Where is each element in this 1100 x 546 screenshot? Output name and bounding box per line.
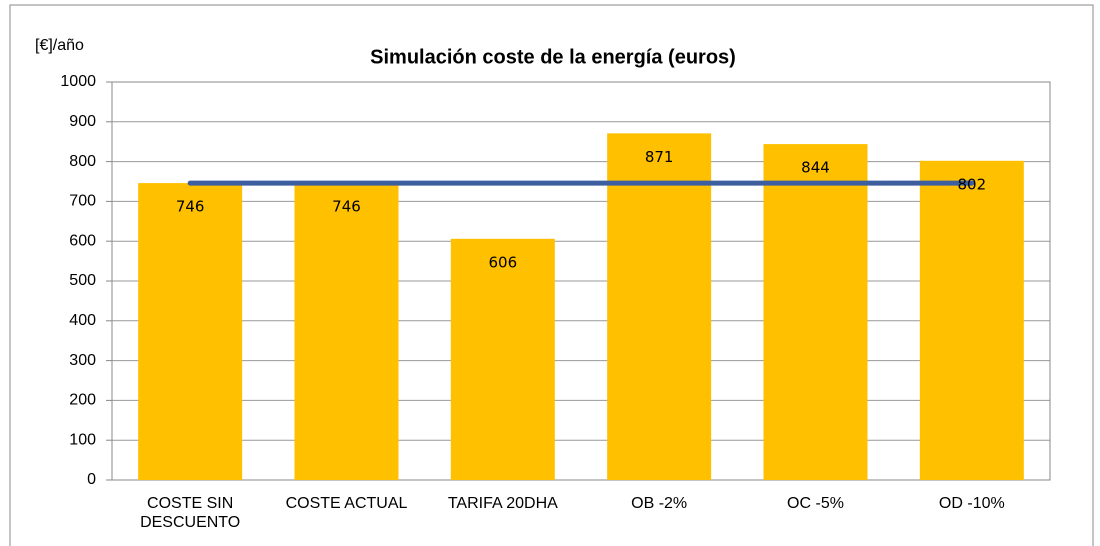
x-tick-label: OB -2%	[631, 495, 688, 512]
bar	[607, 133, 712, 481]
y-tick-label: 200	[69, 392, 96, 409]
x-tick-label: COSTE ACTUAL	[285, 495, 408, 512]
x-tick-label: OC -5%	[787, 495, 844, 512]
data-label: 746	[332, 198, 361, 216]
y-tick-label: 300	[69, 352, 96, 369]
y-tick-label: 100	[69, 431, 96, 448]
data-label: 871	[645, 148, 674, 166]
plot-border	[111, 81, 1051, 481]
bar	[294, 183, 399, 481]
chart-border	[9, 4, 1094, 546]
bar	[138, 183, 243, 481]
data-label: 746	[176, 198, 205, 216]
x-tick-label: COSTE SIN DESCUENTO	[140, 495, 241, 531]
data-label: 802	[958, 175, 987, 193]
data-label: 844	[801, 159, 830, 177]
y-tick-label: 600	[69, 232, 96, 249]
bar	[763, 144, 868, 480]
y-tick-label: 400	[69, 312, 96, 329]
y-tick-label: 1000	[60, 73, 96, 90]
y-axis-label: [€]/año	[35, 37, 84, 54]
x-tick-label: TARIFA 20DHA	[447, 495, 558, 512]
x-tick-label: OD -10%	[938, 495, 1005, 512]
y-tick-label: 0	[87, 471, 96, 488]
chart-title: Simulación coste de la energía (euros)	[370, 46, 736, 68]
y-tick-label: 900	[69, 113, 96, 130]
y-tick-label: 800	[69, 153, 96, 170]
bar	[919, 160, 1024, 480]
bar	[450, 238, 555, 480]
y-tick-label: 500	[69, 272, 96, 289]
data-label: 606	[489, 253, 518, 271]
y-tick-label: 700	[69, 193, 96, 210]
